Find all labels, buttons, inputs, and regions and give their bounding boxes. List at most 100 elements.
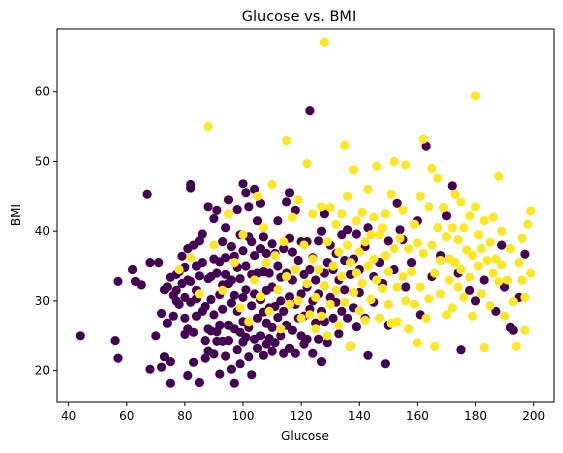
scatter-point [145,258,155,268]
scatter-point [441,232,452,242]
scatter-point [203,122,213,132]
scatter-point [174,299,184,309]
scatter-point [331,219,341,229]
scatter-point [479,343,489,353]
scatter-point [223,195,234,205]
scatter-point [450,189,460,199]
scatter-point [427,163,437,173]
scatter-point [322,331,332,341]
scatter-point [270,251,280,261]
scatter-point [401,296,411,306]
scatter-point [282,136,292,146]
scatter-point [241,188,251,198]
scatter-point [345,258,356,268]
scatter-point [398,271,408,282]
scatter-point [412,338,422,348]
points-layer [75,37,536,388]
scatter-point [465,285,475,295]
scatter-point [200,301,210,312]
scatter-point [261,258,271,268]
scatter-point [340,285,350,295]
scatter-point [343,313,353,323]
scatter-point [380,251,390,261]
scatter-point [209,310,219,320]
scatter-point [308,254,318,264]
scatter-point [465,211,475,221]
scatter-point [389,244,399,254]
scatter-point [235,274,245,284]
scatter-point [377,283,388,293]
scatter-point [273,261,283,271]
scatter-point [284,299,295,309]
scatter-point [319,281,329,291]
scatter-point [238,246,248,256]
scatter-point [293,255,303,266]
scatter-point [383,267,393,277]
scatter-point [441,310,452,320]
scatter-point [319,37,329,47]
y-tick-label: 50 [35,154,50,168]
scatter-point [418,134,428,144]
scatter-point [212,268,222,278]
scatter-point [424,202,434,212]
scatter-point [186,179,196,190]
scatter-point [238,292,248,302]
scatter-point [223,336,234,346]
scatter-point [267,239,277,249]
scatter-point [75,331,85,341]
scatter-point [209,349,219,359]
x-tick-label: 160 [406,409,429,423]
scatter-point [494,171,504,181]
y-tick-label: 30 [35,294,50,308]
scatter-point [447,223,457,233]
scatter-point [505,244,515,254]
scatter-point [194,236,204,246]
scatter-point [168,311,178,321]
scatter-point [427,240,437,250]
x-tick-label: 40 [61,409,76,423]
scatter-point [526,206,536,216]
scatter-point [226,275,236,285]
scatter-point [351,229,361,239]
scatter-point [430,341,440,351]
scatter-point [497,240,507,250]
scatter-point [380,209,390,219]
scatter-point [476,244,486,254]
scatter-point [296,313,306,323]
scatter-point [523,219,533,229]
scatter-point [450,258,460,268]
scatter-point [162,282,172,292]
scatter-point [453,235,463,245]
scatter-point [369,254,379,264]
scatter-point [267,346,277,356]
x-axis-label: Glucose [281,429,329,443]
scatter-point [209,240,219,250]
scatter-point [343,240,353,250]
scatter-point [305,106,315,116]
scatter-point [218,237,228,247]
scatter-point [235,359,245,369]
scatter-point [229,258,239,268]
scatter-point [369,212,379,222]
scatter-point [395,233,405,243]
scatter-point [142,189,152,199]
plot-frame [56,28,555,403]
scatter-point [293,195,303,205]
scatter-point [322,237,332,247]
scatter-point [290,205,300,215]
scatter-point [247,370,257,380]
scatter-point [479,216,489,226]
scatter-point [154,258,164,268]
scatter-point [261,248,271,259]
scatter-point [436,255,446,266]
scatter-point [200,336,210,346]
scatter-point [252,216,263,226]
scatter-point [226,241,236,252]
scatter-point [316,357,327,367]
scatter-point [197,258,207,268]
scatter-point [157,308,167,319]
scatter-point [322,338,332,348]
scatter-point [308,348,318,358]
scatter-point [238,230,248,240]
scatter-point [218,285,228,295]
